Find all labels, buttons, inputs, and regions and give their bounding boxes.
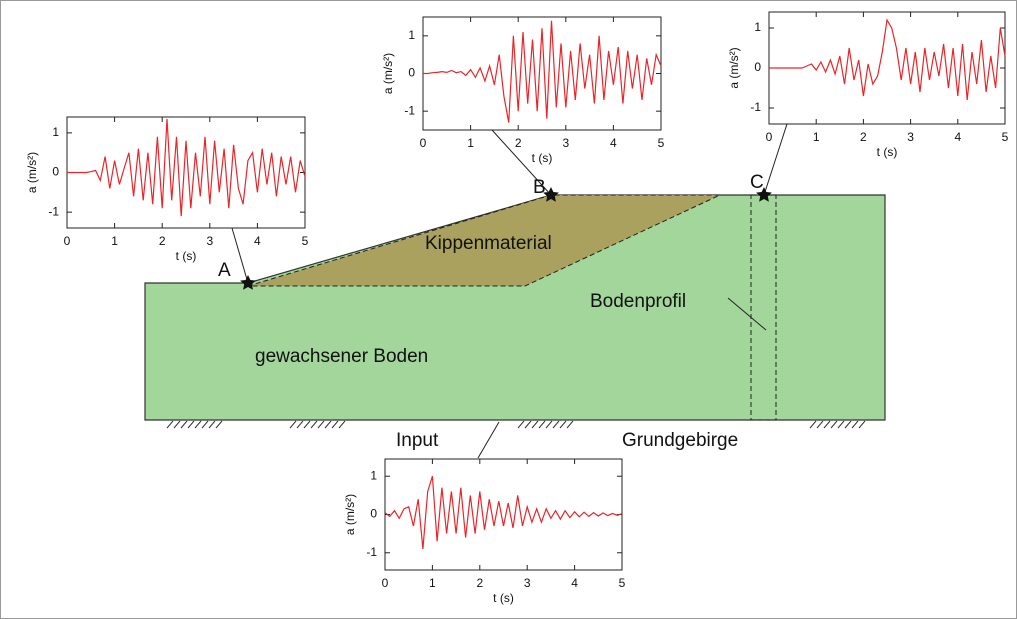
y-axis-label: a (m/s²) [727,47,741,88]
y-tick-label: -1 [404,103,415,117]
x-tick-label: 4 [571,576,578,590]
signal-line [384,476,623,549]
y-tick-label: -1 [48,204,59,218]
y-axis-label: a (m/s²) [381,53,395,94]
x-axis-label: t (s) [176,249,197,263]
y-tick-label: 0 [754,60,761,74]
plot-area [768,11,1006,125]
label-b: B [533,177,546,198]
x-axis-label: t (s) [877,145,898,159]
y-axis-label: a (m/s²) [343,494,357,535]
x-tick-label: 1 [813,130,820,144]
x-tick-label: 5 [1002,130,1009,144]
signal-line [67,118,306,217]
label-bedrock: Grundgebirge [622,430,738,451]
stars [240,187,772,290]
label-soil-profile: Bodenprofil [590,291,686,312]
x-tick-label: 0 [766,130,773,144]
y-axis-label: a (m/s²) [25,152,39,193]
y-tick-label: 1 [754,20,761,34]
y-tick-label: 0 [52,165,59,179]
y-tick-label: 1 [370,468,377,482]
x-tick-label: 5 [658,136,665,150]
signal-line [423,20,662,123]
x-tick-label: 2 [476,576,483,590]
bedrock-hatch [166,420,866,429]
y-tick-label: 1 [52,125,59,139]
x-tick-label: 4 [610,136,617,150]
x-tick-label: 0 [64,234,71,248]
x-axis-label: t (s) [493,591,514,605]
chart: 0 1 2 3 4 5 -1 0 1 t (s) a (m/s²) [727,11,1009,159]
x-tick-label: 5 [302,234,309,248]
dump-material [247,194,721,287]
label-dump-material: Kippenmaterial [425,233,552,254]
label-a: A [218,260,231,281]
y-tick-label: -1 [366,545,377,559]
x-tick-label: 0 [420,136,427,150]
leader-lines [231,123,788,459]
chart: 0 1 2 3 4 5 -1 0 1 t (s) a (m/s²) [343,458,626,605]
label-natural-soil: gewachsener Boden [255,346,428,367]
x-tick-label: 3 [524,576,531,590]
y-tick-label: 1 [408,28,415,42]
x-tick-label: 5 [619,576,626,590]
y-tick-label: -1 [750,100,761,114]
y-tick-label: 0 [370,507,377,521]
label-input: Input [396,430,439,451]
signal-line [769,18,1006,101]
x-axis-label: t (s) [532,151,553,165]
x-tick-label: 2 [159,234,166,248]
label-c: C [750,172,764,193]
x-tick-label: 3 [907,130,914,144]
x-tick-label: 4 [954,130,961,144]
x-tick-label: 3 [562,136,569,150]
x-tick-label: 4 [254,234,261,248]
x-tick-label: 2 [860,130,867,144]
x-tick-label: 3 [206,234,213,248]
x-tick-label: 2 [515,136,522,150]
y-tick-label: 0 [408,66,415,80]
x-tick-label: 1 [429,576,436,590]
chart: 0 1 2 3 4 5 -1 0 1 t (s) a (m/s²) [25,116,309,263]
x-tick-label: 0 [382,576,389,590]
chart: 0 1 2 3 4 5 -1 0 1 t (s) a (m/s²) [381,16,665,165]
x-tick-label: 1 [111,234,118,248]
x-tick-label: 1 [467,136,474,150]
